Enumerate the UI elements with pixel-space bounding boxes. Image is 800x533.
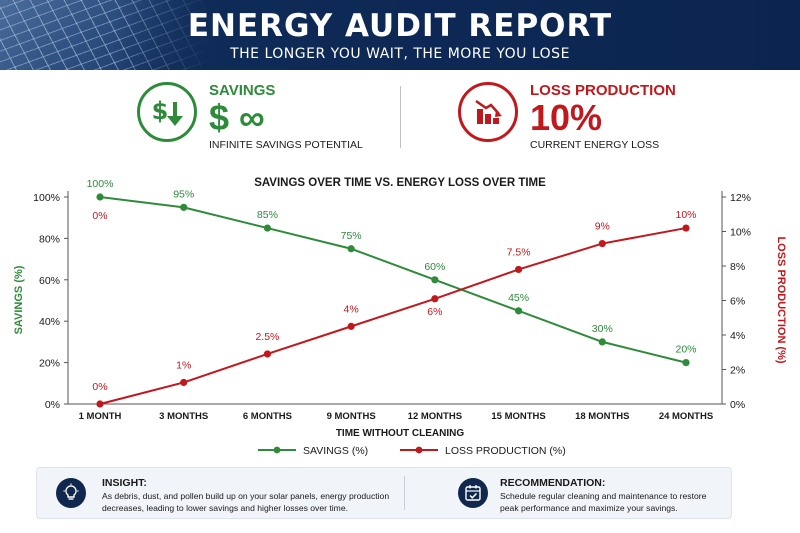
x-tick-label: 24 MONTHS — [659, 411, 713, 422]
data-point-savings — [682, 359, 690, 367]
savings-description: INFINITE SAVINGS POTENTIAL — [209, 139, 363, 151]
info-panel — [36, 467, 732, 519]
data-label-loss: 2.5% — [255, 331, 279, 343]
data-point-loss — [347, 322, 355, 330]
legend-loss-marker — [415, 446, 423, 454]
data-label-savings: 45% — [508, 292, 529, 304]
legend-savings-marker — [273, 446, 281, 454]
series-line-savings — [99, 196, 687, 364]
insight-text: As debris, dust, and pollen build up on … — [102, 491, 390, 513]
y-left-tick-label: 80% — [39, 233, 60, 245]
y-right-tick-label: 6% — [730, 296, 745, 308]
page-subtitle: THE LONGER YOU WAIT, THE MORE YOU LOSE — [230, 46, 570, 62]
loss-label: LOSS PRODUCTION — [530, 82, 676, 99]
y-right-tick-label: 2% — [730, 365, 745, 377]
data-point-savings — [598, 338, 606, 346]
data-point-savings — [347, 245, 355, 253]
kpi-divider — [400, 86, 401, 148]
y-left-tick-label: 20% — [39, 358, 60, 370]
data-label-loss: 1% — [176, 359, 191, 371]
data-label-loss: 10% — [675, 209, 696, 221]
chart-title: SAVINGS OVER TIME VS. ENERGY LOSS OVER T… — [254, 177, 546, 189]
data-point-savings — [431, 276, 439, 284]
data-label-savings: 95% — [173, 188, 194, 200]
data-point-loss — [96, 400, 104, 408]
x-tick-label: 12 MONTHS — [408, 411, 462, 422]
calendar-check-icon — [458, 478, 488, 508]
data-point-loss — [514, 265, 523, 274]
data-label-loss: 9% — [595, 221, 610, 233]
data-point-loss — [682, 224, 690, 232]
declining-bars-icon — [458, 82, 518, 142]
data-label-loss: 4% — [344, 303, 359, 315]
y-axis-right-label: LOSS PRODUCTION (%) — [775, 236, 787, 363]
x-tick-label: 6 MONTHS — [243, 411, 292, 422]
info-divider — [404, 476, 405, 510]
x-tick-label: 15 MONTHS — [491, 411, 545, 422]
y-left-tick-label: 0% — [45, 399, 60, 411]
data-label-savings: 30% — [592, 323, 613, 335]
y-left-tick-label: 60% — [39, 275, 60, 287]
data-point-savings — [263, 224, 272, 232]
svg-text:$: $ — [152, 97, 169, 125]
page-title: ENERGY AUDIT REPORT — [187, 8, 613, 44]
x-tick-label: 1 MONTH — [79, 411, 122, 422]
line-chart: SAVINGS OVER TIME VS. ENERGY LOSS OVER T… — [13, 177, 787, 457]
header-banner: ENERGY AUDIT REPORT THE LONGER YOU WAIT,… — [0, 0, 800, 70]
data-point-loss — [598, 239, 606, 248]
legend-loss-label: LOSS PRODUCTION (%) — [445, 445, 566, 457]
insight-title: INSIGHT: — [102, 477, 147, 489]
legend-savings-label: SAVINGS (%) — [303, 445, 368, 457]
y-right-tick-label: 0% — [730, 399, 745, 411]
data-point-savings — [514, 307, 523, 315]
data-label-savings: 85% — [257, 209, 278, 221]
savings-value: $ ∞ — [209, 97, 265, 138]
recommendation-text: Schedule regular cleaning and maintenanc… — [500, 491, 707, 513]
y-left-tick-label: 100% — [33, 192, 60, 204]
data-label-loss: 6% — [427, 306, 442, 318]
series-line-loss — [99, 227, 687, 405]
data-point-loss — [431, 295, 439, 303]
y-axis-left-label: SAVINGS (%) — [13, 265, 25, 334]
data-label-savings: 20% — [675, 344, 696, 356]
solar-panel-image — [0, 0, 210, 70]
data-label-extra: 0% — [92, 210, 107, 222]
data-point-savings — [180, 203, 188, 211]
x-tick-label: 9 MONTHS — [327, 411, 376, 422]
data-point-loss — [180, 378, 188, 387]
data-point-loss — [263, 350, 272, 358]
y-right-tick-label: 8% — [730, 261, 745, 273]
data-point-savings — [96, 193, 104, 201]
y-right-tick-label: 4% — [730, 330, 745, 342]
dollar-down-arrow-icon: $ — [137, 82, 197, 142]
x-tick-label: 3 MONTHS — [159, 411, 208, 422]
y-left-tick-label: 40% — [39, 316, 60, 328]
data-label-savings: 100% — [87, 178, 114, 190]
data-label-savings: 60% — [424, 261, 445, 273]
x-tick-label: 18 MONTHS — [575, 411, 629, 422]
data-label-loss: 7.5% — [507, 246, 531, 258]
y-right-tick-label: 10% — [730, 227, 751, 239]
savings-label: SAVINGS — [209, 82, 276, 99]
data-label-savings: 75% — [341, 230, 362, 242]
recommendation-title: RECOMMENDATION: — [500, 477, 606, 489]
data-label-loss: 0% — [92, 381, 107, 393]
y-right-tick-label: 12% — [730, 192, 751, 204]
loss-description: CURRENT ENERGY LOSS — [530, 139, 660, 151]
lightbulb-icon — [56, 478, 86, 508]
x-axis-label: TIME WITHOUT CLEANING — [336, 428, 465, 439]
loss-value: 10% — [530, 97, 603, 138]
